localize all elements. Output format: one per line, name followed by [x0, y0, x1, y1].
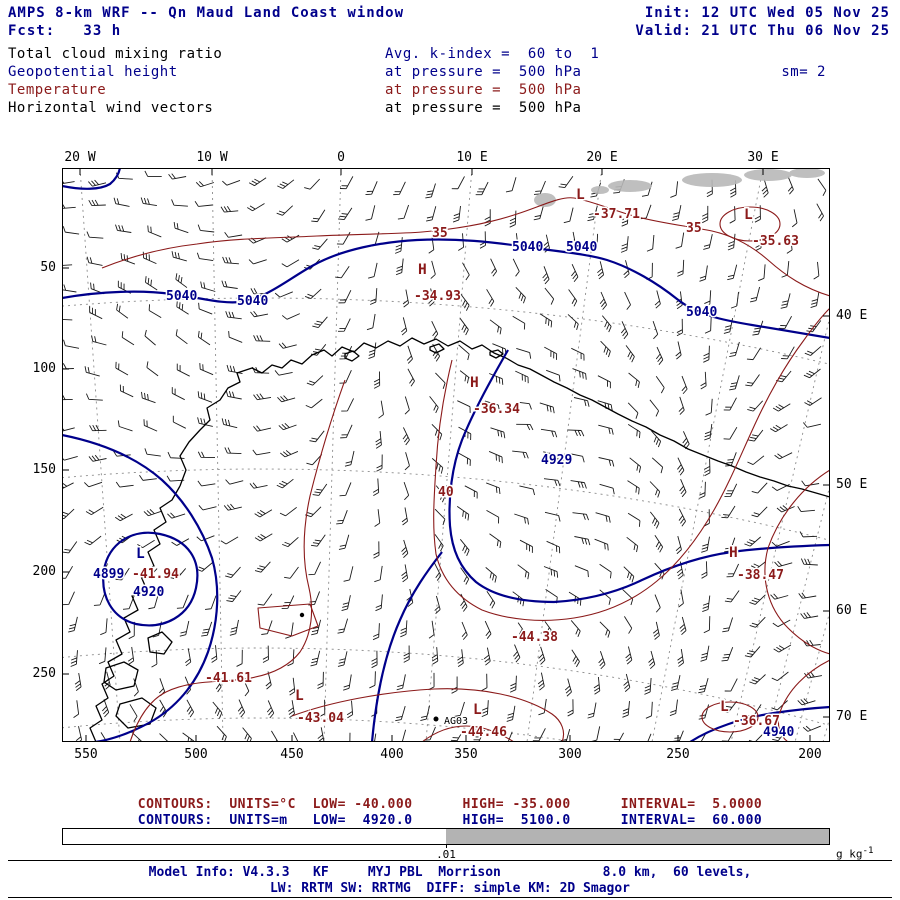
- temperature-contour-label: -36.67: [733, 714, 780, 729]
- colorbar-above-threshold: [446, 829, 829, 844]
- axis-label-top: 10 E: [456, 150, 488, 165]
- temperature-contour-label: H: [418, 262, 427, 278]
- init-time: Init: 12 UTC Wed 05 Nov 25: [644, 5, 890, 21]
- height-contour-legend: CONTOURS: UNITS=m LOW= 4920.0 HIGH= 5100…: [137, 813, 763, 828]
- temperature-contour-label: -44.38: [511, 630, 558, 645]
- coastline: [89, 337, 830, 742]
- map-plot: 5040 5040 5040 5040 5040 4929 4920 4899 4940 L 35 3…: [62, 168, 830, 742]
- contour-labels: 5040 5040 5040 5040 5040 4929 4920 4899 4940 L 35 3…: [92, 186, 801, 742]
- station-label: AG03: [444, 716, 468, 727]
- temperature-contour-label: L: [473, 702, 482, 718]
- colorbar-tick-label: .01: [436, 848, 456, 861]
- axis-label-left: 250: [32, 666, 56, 681]
- temperature-contour-label: -43.04: [297, 711, 344, 726]
- field-wind-label: Horizontal wind vectors: [8, 100, 214, 116]
- height-contour-label: 5040: [166, 289, 197, 304]
- smoothing-value: sm= 2: [781, 64, 826, 80]
- height-contour-label: 5040: [237, 294, 268, 309]
- axis-label-top: 20 W: [64, 150, 96, 165]
- axis-label-left: 150: [32, 462, 56, 477]
- temperature-contour-label: L: [576, 187, 585, 203]
- field-height-level: at pressure = 500 hPa: [385, 64, 582, 80]
- temperature-contour-label: -38.47: [737, 568, 784, 583]
- colorbar-tick: [446, 844, 447, 848]
- axis-label-bottom: 400: [380, 747, 404, 762]
- axis-label-bottom: 550: [74, 747, 98, 762]
- footer-divider-bottom: [8, 897, 892, 898]
- footer-divider-top: [8, 860, 892, 861]
- axis-label-bottom: 350: [454, 747, 478, 762]
- colorbar: [62, 828, 830, 848]
- axis-label-bottom: 250: [666, 747, 690, 762]
- axis-label-right: 60 E: [836, 603, 868, 618]
- field-height-label: Geopotential height: [8, 64, 178, 80]
- field-temp-level: at pressure = 500 hPa: [385, 82, 582, 98]
- axis-label-top: 20 E: [586, 150, 618, 165]
- axis-label-right: 40 E: [836, 308, 868, 323]
- axis-label-left: 100: [32, 361, 56, 376]
- height-contour-label: 5040: [686, 305, 717, 320]
- station-marker: [433, 716, 439, 722]
- valid-time: Valid: 21 UTC Thu 06 Nov 25: [635, 23, 890, 39]
- temperature-contour-label: -41.94: [132, 567, 179, 582]
- graticule: [62, 168, 830, 742]
- axis-label-bottom: 450: [280, 747, 304, 762]
- colorbar-units: g kg-1: [836, 845, 874, 861]
- temperature-contour-label: -34.93: [414, 289, 461, 304]
- map-frame: [62, 168, 830, 742]
- axis-label-right: 50 E: [836, 477, 868, 492]
- temperature-contour-label: -36.34: [473, 402, 520, 417]
- axis-label-left: 50: [40, 260, 56, 275]
- temperature-contour-label: -37.71: [593, 207, 640, 222]
- colorbar-below-threshold: [63, 829, 446, 844]
- axis-label-top: 10 W: [196, 150, 228, 165]
- frame-ticks: [62, 168, 830, 742]
- cloud-shading: [534, 168, 825, 207]
- height-contour-label: 4940: [763, 725, 794, 740]
- temperature-contour-label: H: [729, 545, 738, 561]
- field-temp-label: Temperature: [8, 82, 107, 98]
- height-contour-label: 4920: [133, 585, 164, 600]
- height-contour-label: L: [136, 546, 145, 562]
- model-info-line1: Model Info: V4.3.3 KF MYJ PBL Morrison 8…: [148, 865, 752, 880]
- wind-barbs: [62, 170, 827, 742]
- temperature-contour-label: 35: [686, 221, 702, 236]
- field-wind-level: at pressure = 500 hPa: [385, 100, 582, 116]
- axis-label-bottom: 200: [798, 747, 822, 762]
- temperature-contour-label: 35: [432, 226, 448, 241]
- axis-label-top: 30 E: [747, 150, 779, 165]
- temperature-contour-label: L: [744, 207, 753, 223]
- model-info-line2: LW: RRTM SW: RRTMG DIFF: simple KM: 2D S…: [269, 881, 631, 896]
- temperature-contour-label: H: [470, 375, 479, 391]
- temperature-contour-label: 40: [438, 485, 454, 500]
- axis-label-bottom: 500: [184, 747, 208, 762]
- temperature-contour-label: L: [295, 688, 304, 704]
- height-contours: [62, 168, 830, 742]
- axis-label-left: 200: [32, 564, 56, 579]
- temperature-contours: [101, 197, 830, 742]
- temperature-contour-label: -41.61: [205, 671, 252, 686]
- temperature-contour-label: -44.46: [460, 725, 507, 740]
- temp-contour-legend: CONTOURS: UNITS=°C LOW= -40.000 HIGH= -3…: [137, 797, 763, 812]
- axis-label-right: 70 E: [836, 709, 868, 724]
- height-contour-label: 4899: [93, 567, 124, 582]
- height-contour-label: 5040: [566, 240, 597, 255]
- height-contour-label: 5040: [512, 240, 543, 255]
- height-contour-label: 4929: [541, 453, 572, 468]
- plot-title: AMPS 8-km WRF -- Qn Maud Land Coast wind…: [8, 5, 405, 21]
- temperature-contour-label: L: [720, 699, 729, 715]
- field-cloud-label: Total cloud mixing ratio: [8, 46, 223, 62]
- forecast-hour: Fcst: 33 h: [8, 23, 122, 39]
- field-cloud-kindex: Avg. k-index = 60 to 1: [385, 46, 600, 62]
- axis-label-bottom: 300: [558, 747, 582, 762]
- temperature-contour-label: -35.63: [752, 234, 799, 249]
- axis-label-top: 0: [337, 150, 345, 165]
